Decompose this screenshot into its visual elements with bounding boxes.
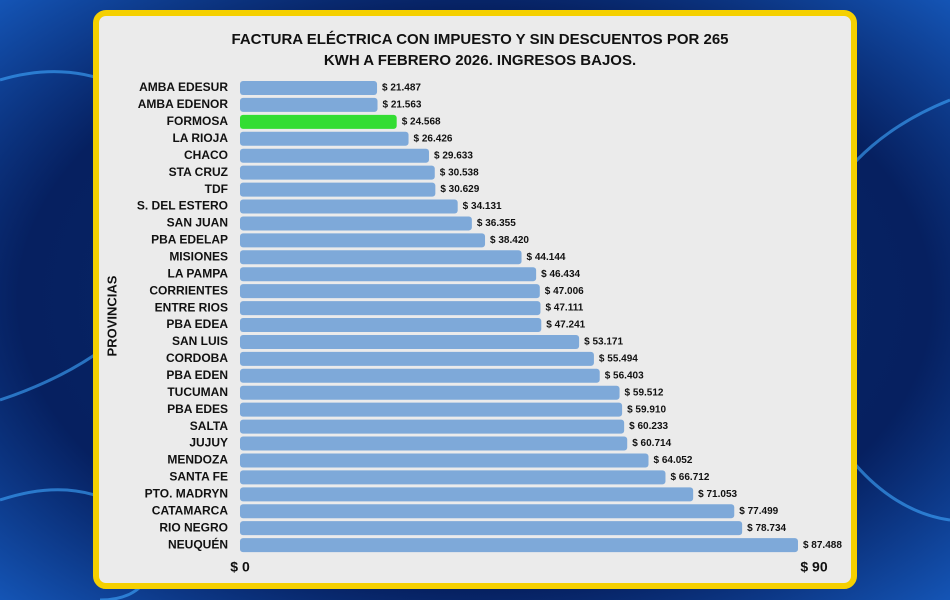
- value-label: $ 38.420: [490, 235, 529, 246]
- value-label: $ 47.241: [546, 320, 585, 331]
- category-label: TDF: [205, 182, 228, 196]
- category-label: LA RIOJA: [172, 131, 228, 145]
- category-label: AMBA EDENOR: [138, 97, 229, 111]
- bar: [240, 385, 620, 400]
- bar: [240, 81, 378, 95]
- bar: [240, 538, 798, 553]
- value-label: $ 30.538: [440, 167, 479, 178]
- bar: [240, 470, 666, 485]
- bar: [240, 521, 743, 536]
- value-label: $ 60.233: [629, 421, 668, 432]
- value-label: $ 56.403: [605, 370, 644, 381]
- category-label: CHACO: [184, 148, 228, 162]
- value-label: $ 77.499: [739, 506, 778, 517]
- bar: [240, 351, 594, 366]
- bar: [240, 148, 429, 163]
- category-label: NEUQUÉN: [168, 536, 228, 551]
- category-label: CORRIENTES: [149, 283, 228, 297]
- x-tick-label: $ 90: [800, 559, 827, 575]
- category-label: STA CRUZ: [169, 165, 228, 179]
- value-label: $ 34.131: [463, 201, 502, 212]
- value-label: $ 44.144: [527, 252, 566, 263]
- value-label: $ 64.052: [654, 455, 693, 466]
- bar: [240, 487, 694, 502]
- value-label: $ 87.488: [803, 540, 842, 551]
- bar: [240, 216, 472, 231]
- value-label: $ 59.910: [627, 404, 666, 415]
- value-label: $ 36.355: [477, 218, 516, 229]
- category-label: RIO NEGRO: [159, 520, 228, 534]
- bar: [240, 318, 542, 333]
- value-label: $ 60.714: [632, 438, 671, 449]
- category-label: TUCUMAN: [167, 385, 228, 399]
- category-label: AMBA EDESUR: [139, 80, 228, 94]
- bar: [240, 114, 397, 129]
- bar: [240, 453, 649, 468]
- category-label: CORDOBA: [166, 351, 228, 365]
- value-label: $ 29.633: [434, 150, 473, 161]
- bar: [240, 250, 522, 265]
- category-label: ENTRE RIOS: [155, 300, 228, 314]
- y-axis-label: PROVINCIAS: [104, 275, 119, 356]
- category-label: SAN LUIS: [172, 334, 228, 348]
- chart-title: KWH A FEBRERO 2026. INGRESOS BAJOS.: [324, 52, 636, 69]
- value-label: $ 59.512: [625, 387, 664, 398]
- category-label: LA PAMPA: [168, 266, 229, 280]
- value-label: $ 30.629: [440, 184, 479, 195]
- category-label: MENDOZA: [167, 453, 228, 467]
- category-label: JUJUY: [189, 436, 228, 450]
- category-label: PBA EDELAP: [151, 233, 228, 247]
- value-label: $ 71.053: [698, 489, 737, 500]
- bar: [240, 267, 537, 282]
- bar: [240, 97, 378, 112]
- category-label: PBA EDEA: [166, 317, 228, 331]
- value-label: $ 21.563: [383, 100, 422, 111]
- bar: [240, 419, 625, 434]
- category-label: SAN JUAN: [167, 216, 228, 230]
- category-label: PTO. MADRYN: [145, 486, 228, 500]
- category-label: PBA EDES: [167, 402, 228, 416]
- bar: [240, 165, 435, 180]
- bar: [240, 131, 409, 146]
- value-label: $ 26.426: [414, 133, 453, 144]
- category-label: FORMOSA: [167, 114, 229, 128]
- category-label: MISIONES: [169, 249, 228, 263]
- bar: [240, 368, 600, 383]
- value-label: $ 21.487: [382, 83, 421, 94]
- category-label: PBA EDEN: [166, 368, 228, 382]
- value-label: $ 53.171: [584, 337, 623, 348]
- value-label: $ 24.568: [402, 117, 441, 128]
- bar: [240, 182, 436, 197]
- bar: [240, 301, 541, 316]
- bar: [240, 199, 458, 214]
- bar: [240, 233, 486, 248]
- bar: [240, 334, 580, 349]
- bar: [240, 504, 735, 519]
- value-label: $ 47.006: [545, 286, 584, 297]
- x-tick-label: $ 0: [230, 559, 250, 575]
- value-label: $ 55.494: [599, 354, 638, 365]
- category-label: SALTA: [190, 419, 229, 433]
- value-label: $ 47.111: [545, 303, 583, 314]
- bar: [240, 284, 540, 299]
- chart-title: FACTURA ELÉCTRICA CON IMPUESTO Y SIN DES…: [231, 31, 728, 48]
- value-label: $ 66.712: [670, 472, 709, 483]
- category-label: SANTA FE: [169, 470, 228, 484]
- value-label: $ 46.434: [541, 269, 580, 280]
- bar: [240, 402, 623, 417]
- category-label: CATAMARCA: [152, 503, 229, 517]
- category-label: S. DEL ESTERO: [137, 199, 228, 213]
- bar: [240, 436, 628, 451]
- value-label: $ 78.734: [747, 523, 786, 534]
